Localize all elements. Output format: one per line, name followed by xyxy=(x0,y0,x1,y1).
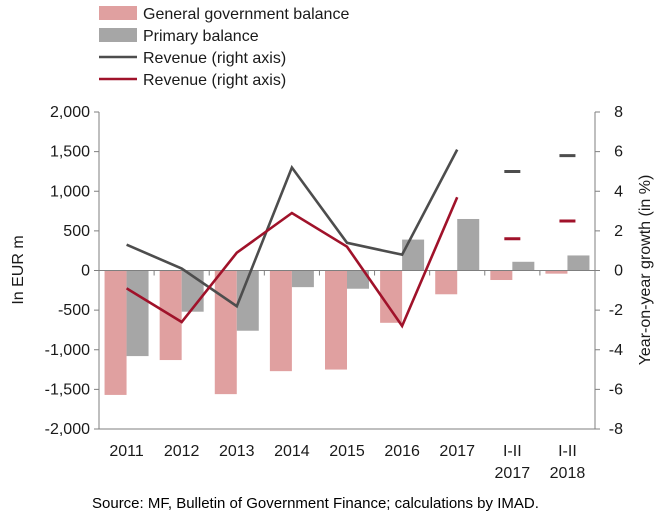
left-tick-label: -2,000 xyxy=(45,421,90,438)
tick-labels: 2,000 1,500 1,000 500 0 -500 -1,000 -1,500 -2,00… xyxy=(45,104,623,482)
bar-primary-balance-6 xyxy=(457,218,480,271)
right-tick-label: 2 xyxy=(614,223,623,240)
legend-label-1: Primary balance xyxy=(143,28,259,45)
bar-general-balance-0 xyxy=(104,270,127,395)
left-tick-label: -500 xyxy=(58,302,90,319)
bar-general-balance-5 xyxy=(380,270,403,323)
left-tick-label: 1,500 xyxy=(50,144,90,161)
right-tick-label: 6 xyxy=(614,144,623,161)
bar-primary-balance-7 xyxy=(512,261,535,271)
bar-primary-balance-0 xyxy=(126,270,149,357)
left-tick-label: 0 xyxy=(81,263,90,280)
category-label-4: 2015 xyxy=(329,443,365,460)
right-tick-label: -6 xyxy=(609,381,623,398)
right-tick-label: 8 xyxy=(614,104,623,121)
right-tick-label: 4 xyxy=(614,183,623,200)
legend-label-3: Revenue (right axis) xyxy=(143,72,286,89)
category-label-0: 2011 xyxy=(109,443,144,460)
category-label-7: 2017 xyxy=(495,465,531,482)
category-label-7: I-II xyxy=(503,443,522,460)
left-tick-label: -1,500 xyxy=(45,381,90,398)
category-label-3: 2014 xyxy=(274,443,310,460)
bar-primary-balance-5 xyxy=(402,239,425,271)
category-label-6: 2017 xyxy=(439,443,475,460)
right-axis-title: Year-on-year growth (in %) xyxy=(637,175,654,366)
category-label-1: 2012 xyxy=(164,443,200,460)
right-tick-label: -2 xyxy=(609,302,623,319)
revenue-line-grey xyxy=(126,148,459,309)
bar-general-balance-2 xyxy=(214,270,237,395)
legend: General government balance Primary balanc… xyxy=(99,6,349,89)
left-tick-label: -1,000 xyxy=(45,342,90,359)
bar-primary-balance-3 xyxy=(291,270,314,288)
bar-general-balance-8 xyxy=(545,270,568,274)
revenue-line-red xyxy=(125,196,459,329)
category-label-5: 2016 xyxy=(384,443,420,460)
left-tick-label: 2,000 xyxy=(50,104,90,121)
bar-general-balance-6 xyxy=(435,270,458,295)
bar-primary-balance-8 xyxy=(567,255,590,271)
category-label-2: 2013 xyxy=(219,443,255,460)
left-tick-label: 1,000 xyxy=(50,183,90,200)
bar-general-balance-4 xyxy=(325,270,347,370)
right-tick-label: -8 xyxy=(609,421,623,438)
left-tick-label: 500 xyxy=(63,223,90,240)
right-tick-label: 0 xyxy=(614,263,623,280)
legend-swatch-1 xyxy=(99,28,137,42)
bar-general-balance-7 xyxy=(490,270,513,281)
right-tick-label: -4 xyxy=(609,342,623,359)
legend-label-2: Revenue (right axis) xyxy=(143,50,286,67)
bar-primary-balance-2 xyxy=(236,270,259,331)
bar-general-balance-3 xyxy=(269,270,292,372)
left-axis-title: In EUR m xyxy=(10,235,27,304)
axes xyxy=(94,111,600,430)
category-label-8: 2018 xyxy=(550,465,586,482)
lines xyxy=(125,148,576,329)
source-note: Source: MF, Bulletin of Government Finan… xyxy=(92,495,539,512)
category-label-8: I-II xyxy=(558,443,577,460)
legend-swatch-0 xyxy=(99,6,137,20)
legend-label-0: General government balance xyxy=(143,6,349,23)
bar-primary-balance-4 xyxy=(347,270,369,289)
